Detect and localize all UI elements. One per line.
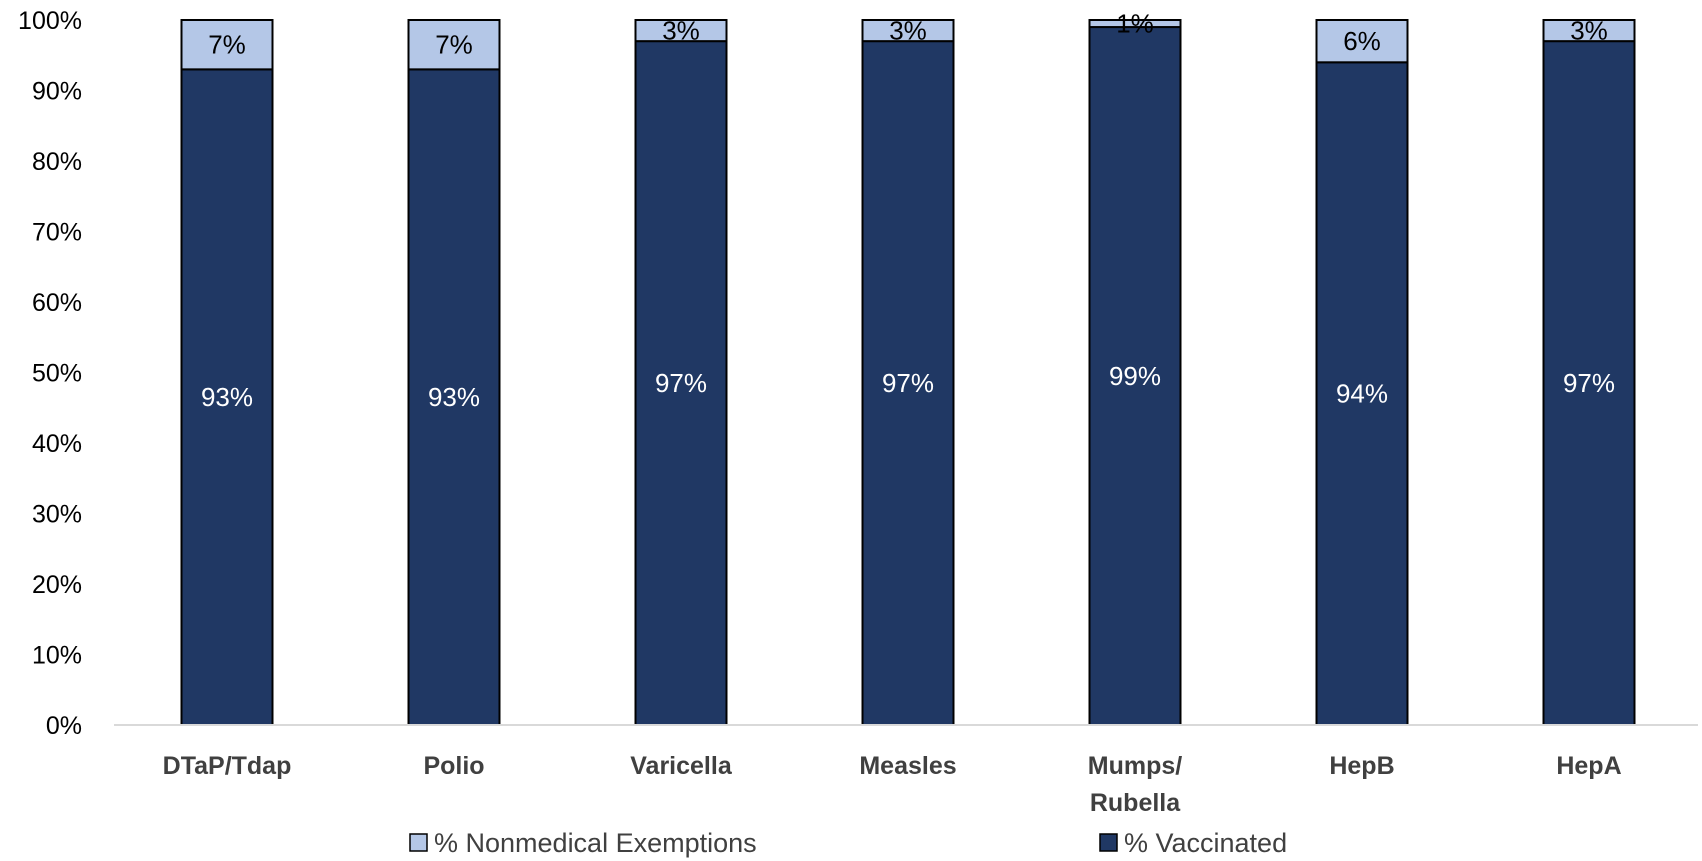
- legend-item: % Vaccinated: [1099, 828, 1287, 858]
- data-label-exemptions: 1%: [1116, 9, 1154, 39]
- bar-exemptions: [180, 19, 274, 71]
- data-label-exemptions: 3%: [1570, 16, 1608, 46]
- bars: 93% 7% 93% 7% 97% 3% 97% 3% 99% 1% 94% 6% 97% 3%: [180, 9, 1636, 727]
- y-tick-label: 70%: [32, 219, 82, 247]
- bar-group: 93% 7%: [180, 19, 274, 727]
- x-axis: DTaP/Tdap Polio Varicella Measles Mumps/Rube…: [114, 724, 1698, 817]
- data-label-vaccinated: 97%: [882, 368, 934, 398]
- bar-exemptions: [861, 19, 955, 43]
- data-label-exemptions: 6%: [1343, 26, 1381, 56]
- y-tick-label: 20%: [32, 571, 82, 599]
- bar-exemptions: [634, 19, 728, 43]
- y-tick-label: 30%: [32, 501, 82, 529]
- data-label-vaccinated: 93%: [428, 382, 480, 412]
- bar-vaccinated: [180, 68, 274, 727]
- x-tick-label: HepB: [1329, 752, 1394, 780]
- x-tick-label: HepA: [1556, 752, 1621, 780]
- bar-exemptions: [1088, 19, 1182, 29]
- x-tick-label: Varicella: [630, 752, 733, 780]
- data-label-exemptions: 3%: [662, 16, 700, 46]
- bar-group: 99% 1%: [1088, 9, 1182, 727]
- bar-exemptions: [1542, 19, 1636, 43]
- bar-group: 97% 3%: [861, 16, 955, 726]
- data-label-exemptions: 7%: [435, 30, 473, 60]
- bar-exemptions: [407, 19, 501, 71]
- legend-swatch: [1099, 833, 1118, 852]
- bar-vaccinated: [1088, 26, 1182, 727]
- legend-label: % Nonmedical Exemptions: [434, 828, 757, 858]
- x-tick-label: Mumps/: [1088, 752, 1183, 780]
- y-axis: 0% 10% 20% 30% 40% 50% 60% 70% 80% 90% 100%: [18, 7, 82, 740]
- bar-group: 94% 6%: [1315, 19, 1409, 727]
- data-label-vaccinated: 97%: [655, 368, 707, 398]
- bar-group: 93% 7%: [407, 19, 501, 727]
- y-tick-label: 80%: [32, 148, 82, 176]
- bar-vaccinated: [634, 40, 728, 726]
- bar-group: 97% 3%: [1542, 16, 1636, 726]
- y-tick-label: 0%: [46, 712, 82, 740]
- y-tick-label: 40%: [32, 430, 82, 458]
- legend-swatch: [409, 833, 428, 852]
- x-tick-label: Polio: [423, 752, 484, 780]
- data-label-exemptions: 7%: [208, 30, 246, 60]
- y-tick-label: 90%: [32, 78, 82, 106]
- x-tick-label: Rubella: [1090, 789, 1181, 817]
- data-label-vaccinated: 99%: [1109, 361, 1161, 391]
- legend-item: % Nonmedical Exemptions: [409, 828, 757, 858]
- data-label-exemptions: 3%: [889, 16, 927, 46]
- y-tick-label: 60%: [32, 289, 82, 317]
- bar-group: 97% 3%: [634, 16, 728, 726]
- legend: % Nonmedical Exemptions % Vaccinated: [409, 828, 1287, 858]
- bar-exemptions: [1315, 19, 1409, 64]
- data-label-vaccinated: 93%: [201, 382, 253, 412]
- x-tick-label: DTaP/Tdap: [163, 752, 292, 780]
- legend-label: % Vaccinated: [1124, 828, 1287, 858]
- x-tick-label: Measles: [859, 752, 956, 780]
- bar-vaccinated: [1315, 61, 1409, 727]
- y-tick-label: 100%: [18, 7, 82, 35]
- y-tick-label: 10%: [32, 642, 82, 670]
- data-label-vaccinated: 97%: [1563, 368, 1615, 398]
- data-label-vaccinated: 94%: [1336, 379, 1388, 409]
- y-tick-label: 50%: [32, 360, 82, 388]
